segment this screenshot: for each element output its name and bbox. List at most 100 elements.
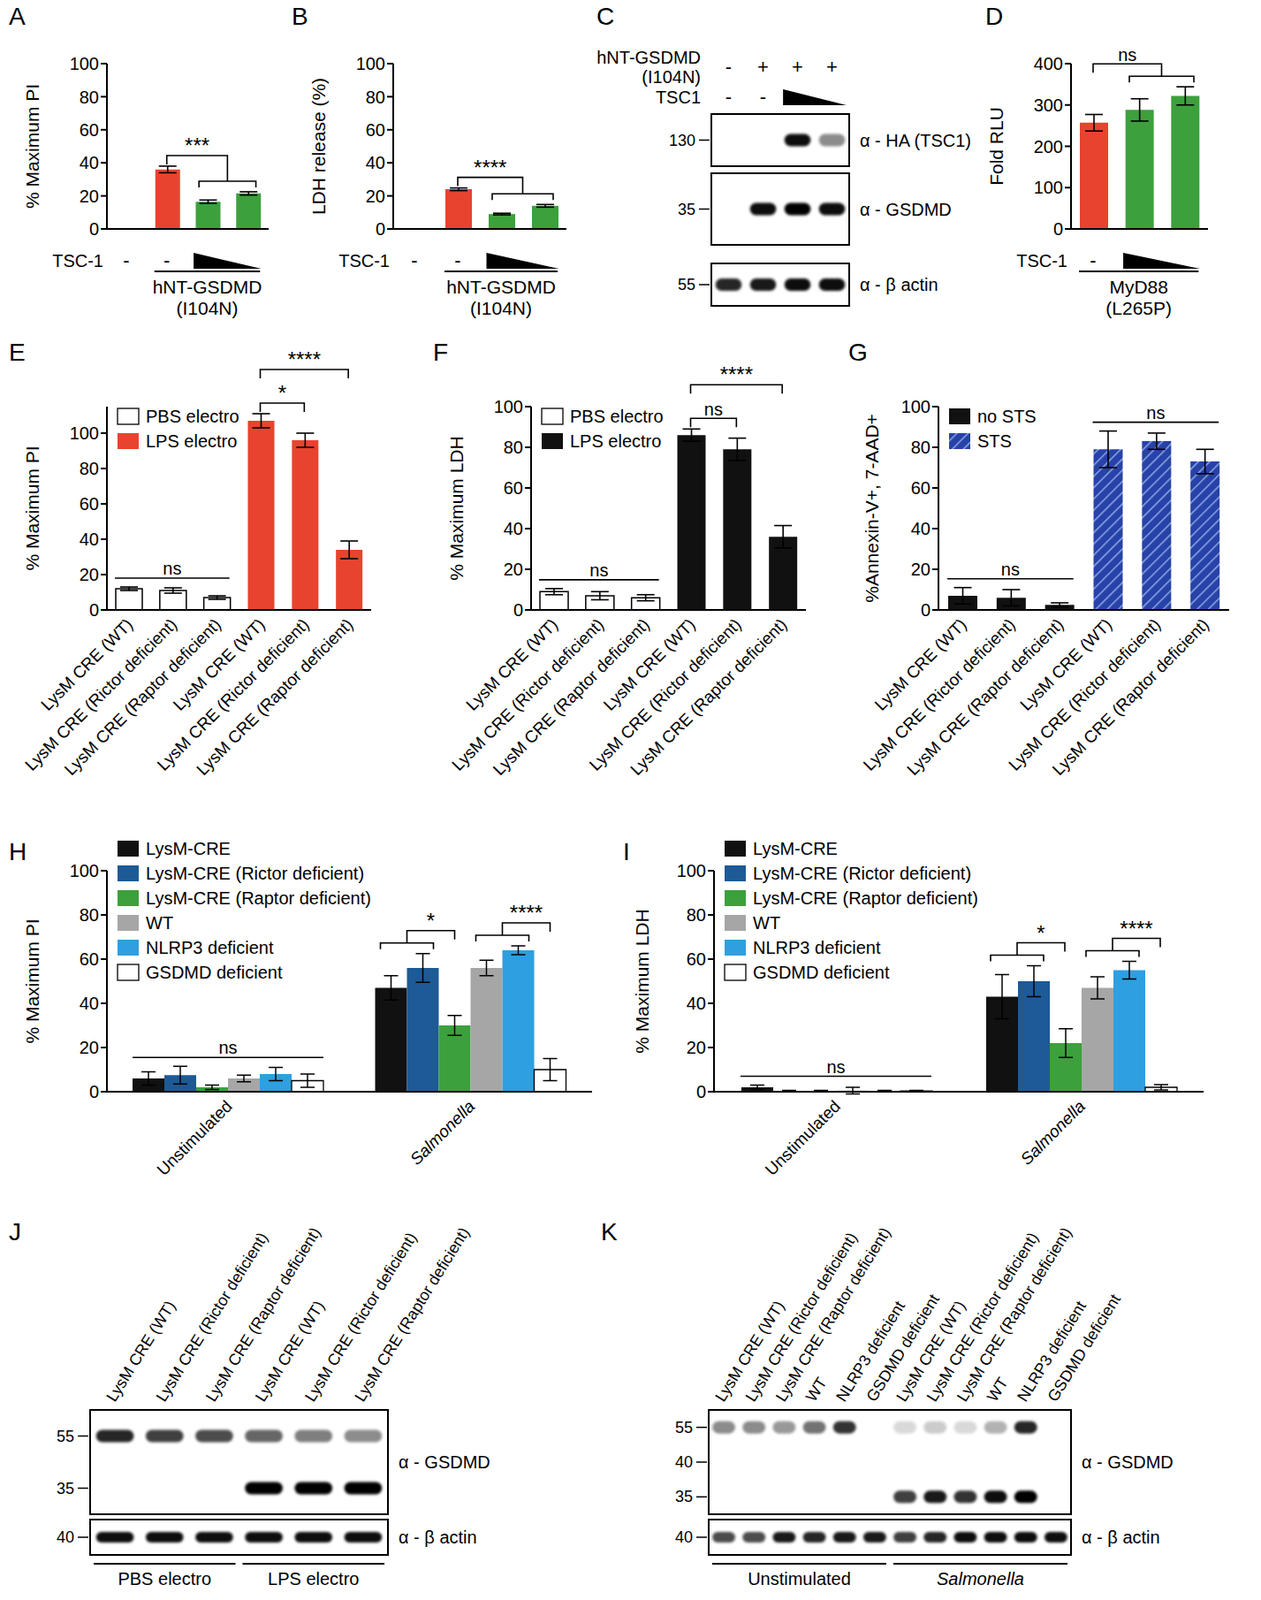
svg-text:40: 40	[79, 152, 99, 173]
svg-text:55: 55	[675, 1418, 693, 1436]
svg-text:100: 100	[69, 860, 99, 881]
svg-text:-: -	[163, 249, 170, 272]
svg-text:0: 0	[89, 600, 99, 620]
svg-text:ns: ns	[1146, 402, 1165, 423]
svg-text:80: 80	[79, 904, 99, 925]
svg-text:0: 0	[89, 219, 99, 239]
svg-text:80: 80	[365, 87, 386, 107]
svg-text:NLRP3 deficient: NLRP3 deficient	[145, 937, 274, 958]
svg-text:0: 0	[1053, 219, 1064, 239]
svg-text:LPS electro: LPS electro	[569, 431, 661, 451]
svg-text:LysM CRE (Raptor deficient): LysM CRE (Raptor deficient)	[60, 615, 225, 779]
svg-text:STS: STS	[977, 431, 1012, 451]
svg-text:ns: ns	[826, 1056, 845, 1077]
svg-text:20: 20	[79, 186, 99, 206]
svg-text:100: 100	[69, 53, 99, 74]
svg-text:20: 20	[79, 1037, 99, 1057]
svg-text:*: *	[426, 908, 435, 933]
svg-text:0: 0	[696, 1081, 707, 1102]
svg-text:MyD88: MyD88	[1109, 276, 1169, 297]
svg-text:60: 60	[503, 478, 524, 498]
svg-text:LDH release (%): LDH release (%)	[308, 77, 329, 215]
svg-text:(I104N): (I104N)	[641, 67, 701, 87]
svg-text:80: 80	[686, 904, 707, 925]
svg-text:20: 20	[686, 1037, 707, 1057]
svg-text:Salmonella: Salmonella	[1017, 1096, 1089, 1169]
svg-text:Salmonella: Salmonella	[406, 1096, 479, 1169]
svg-text:Unstimulated: Unstimulated	[747, 1568, 851, 1588]
svg-text:400: 400	[1033, 53, 1064, 74]
svg-text:-: -	[725, 85, 732, 108]
svg-text:ns: ns	[1001, 559, 1020, 579]
svg-text:E: E	[8, 338, 26, 366]
svg-text:ns: ns	[218, 1037, 237, 1057]
svg-text:55: 55	[56, 1427, 75, 1445]
svg-text:ns: ns	[704, 399, 723, 419]
svg-text:0: 0	[89, 1081, 99, 1102]
svg-text:B: B	[291, 2, 309, 31]
svg-text:LysM CRE (Raptor deficient): LysM CRE (Raptor deficient)	[626, 615, 791, 779]
svg-text:(I104N): (I104N)	[175, 297, 238, 319]
svg-text:+: +	[826, 55, 838, 78]
svg-text:20: 20	[79, 564, 99, 585]
svg-text:Unstimulated: Unstimulated	[152, 1096, 236, 1179]
svg-text:100: 100	[901, 396, 931, 417]
svg-text:0: 0	[375, 219, 386, 239]
svg-text:TSC1: TSC1	[655, 87, 701, 107]
svg-text:0: 0	[513, 600, 524, 620]
svg-text:40: 40	[911, 518, 931, 539]
svg-text:300: 300	[1033, 95, 1064, 115]
svg-text:TSC-1: TSC-1	[338, 250, 390, 271]
svg-text:-: -	[759, 85, 767, 108]
svg-text:PBS electro: PBS electro	[569, 406, 664, 426]
svg-text:-: -	[725, 55, 732, 78]
svg-text:40: 40	[675, 1527, 693, 1546]
svg-text:C: C	[596, 2, 615, 31]
svg-text:no STS: no STS	[977, 406, 1037, 426]
svg-text:*: *	[278, 380, 287, 405]
svg-text:WT: WT	[983, 1374, 1012, 1405]
svg-text:60: 60	[79, 949, 99, 969]
svg-text:hNT-GSDMD: hNT-GSDMD	[596, 47, 701, 68]
svg-text:GSDMD deficient: GSDMD deficient	[1043, 1291, 1125, 1406]
svg-text:TSC-1: TSC-1	[1016, 250, 1068, 271]
svg-text:ns: ns	[1117, 45, 1137, 65]
svg-text:% Maximum PI: % Maximum PI	[22, 83, 43, 209]
svg-text:α - GSDMD: α - GSDMD	[398, 1451, 491, 1472]
svg-text:+: +	[757, 55, 769, 78]
svg-text:80: 80	[79, 87, 99, 107]
svg-text:(L265P): (L265P)	[1105, 297, 1172, 319]
svg-text:60: 60	[79, 493, 99, 514]
svg-text:(I104N): (I104N)	[470, 297, 532, 319]
svg-text:40: 40	[79, 993, 99, 1013]
svg-text:ns: ns	[162, 558, 182, 578]
svg-text:LysM-CRE (Raptor deficient): LysM-CRE (Raptor deficient)	[145, 888, 372, 908]
svg-text:WT: WT	[802, 1374, 831, 1405]
svg-text:40: 40	[686, 993, 707, 1013]
svg-text:LysM CRE (Raptor deficient): LysM CRE (Raptor deficient)	[192, 615, 357, 779]
svg-text:80: 80	[503, 437, 524, 457]
svg-text:40: 40	[365, 152, 386, 173]
svg-text:80: 80	[911, 437, 931, 457]
svg-text:α - β actin: α - β actin	[398, 1526, 478, 1547]
svg-text:-: -	[454, 249, 461, 272]
svg-text:LysM-CRE (Rictor deficient): LysM-CRE (Rictor deficient)	[145, 863, 365, 883]
svg-text:+: +	[791, 55, 804, 78]
svg-text:hNT-GSDMD: hNT-GSDMD	[446, 276, 556, 297]
svg-text:200: 200	[1033, 136, 1064, 157]
svg-text:Unstimulated: Unstimulated	[761, 1096, 844, 1179]
svg-text:D: D	[985, 2, 1003, 31]
svg-text:LysM CRE (Raptor deficient): LysM CRE (Raptor deficient)	[350, 1223, 473, 1405]
svg-text:LysM-CRE: LysM-CRE	[145, 838, 231, 859]
svg-text:H: H	[8, 837, 27, 866]
svg-text:20: 20	[911, 559, 931, 579]
svg-text:35: 35	[675, 1487, 693, 1505]
svg-text:ns: ns	[589, 560, 608, 580]
svg-text:40: 40	[79, 529, 99, 549]
svg-text:****: ****	[473, 155, 507, 180]
svg-text:LPS electro: LPS electro	[145, 431, 237, 451]
svg-text:****: ****	[720, 362, 753, 387]
svg-text:% Maximum LDH: % Maximum LDH	[446, 435, 467, 580]
svg-text:PBS electro: PBS electro	[117, 1568, 212, 1588]
svg-text:100: 100	[493, 396, 524, 417]
